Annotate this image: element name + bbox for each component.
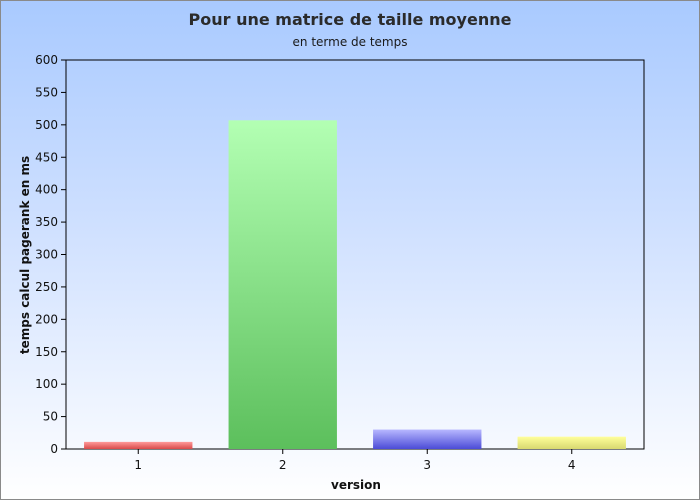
x-axis-label: version [331, 478, 381, 492]
y-tick-label: 250 [35, 280, 58, 294]
y-tick-label: 100 [35, 377, 58, 391]
y-tick-label: 500 [35, 118, 58, 132]
x-tick-label: 2 [279, 458, 287, 472]
x-axis: 1 2 3 4 [134, 449, 576, 472]
y-tick-label: 400 [35, 183, 58, 197]
x-tick-label: 4 [568, 458, 576, 472]
chart-title: Pour une matrice de taille moyenne [189, 10, 512, 29]
y-tick-label: 150 [35, 345, 58, 359]
bar-version-1 [84, 441, 193, 449]
y-tick-label: 450 [35, 150, 58, 164]
bar-version-3 [373, 429, 482, 449]
y-axis: 0 50 100 150 200 250 300 350 400 450 500 550 600 [35, 53, 66, 456]
bars [84, 120, 626, 450]
plot-area [65, 59, 645, 450]
y-tick-label: 0 [50, 442, 58, 456]
x-tick-label: 1 [134, 458, 142, 472]
y-tick-label: 600 [35, 53, 58, 67]
chart-subtitle: en terme de temps [293, 35, 408, 49]
y-tick-label: 200 [35, 312, 58, 326]
y-axis-label: temps calcul pagerank en ms [18, 156, 32, 354]
y-tick-label: 300 [35, 248, 58, 262]
y-tick-label: 550 [35, 85, 58, 99]
bar-version-2 [228, 120, 337, 450]
y-tick-label: 350 [35, 215, 58, 229]
y-tick-label: 50 [43, 410, 58, 424]
bar-version-4 [517, 436, 626, 449]
x-tick-label: 3 [423, 458, 431, 472]
